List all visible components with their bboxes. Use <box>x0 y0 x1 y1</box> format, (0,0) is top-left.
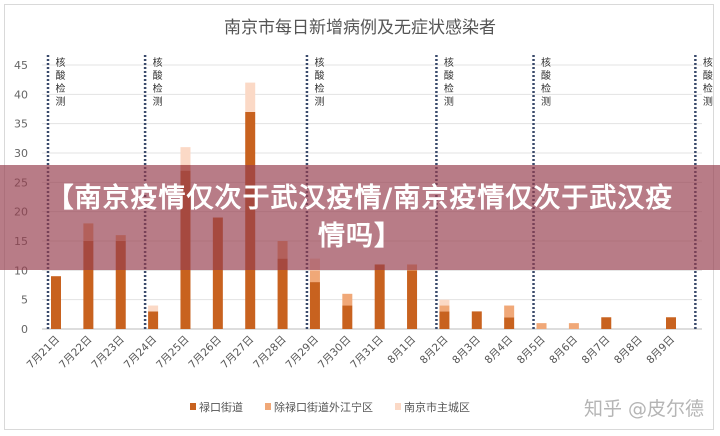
x-tick-label: 7月27日 <box>219 334 257 372</box>
bar-禄口街道 <box>212 217 223 329</box>
y-tick-label: 0 <box>21 323 28 336</box>
x-tick-label: 8月5日 <box>515 334 548 367</box>
x-tick-label: 8月9日 <box>644 334 677 367</box>
x-tick-label: 7月25日 <box>154 334 192 372</box>
bar-除禄口街道外江宁区 <box>309 270 320 283</box>
legend-swatch <box>265 403 271 410</box>
bar-禄口街道 <box>601 317 612 329</box>
watermark: 知乎 @皮尔德 <box>583 398 704 420</box>
x-tick-label: 8月6日 <box>547 334 580 367</box>
headline-text: 【南京疫情仅次于武汉疫情/南京疫情仅次于武汉疫情吗】 <box>46 182 674 252</box>
bar-除禄口街道外江宁区 <box>342 293 353 306</box>
bar-禄口街道 <box>83 241 94 329</box>
y-tick-label: 40 <box>14 88 28 101</box>
bar-禄口街道 <box>471 311 482 329</box>
bar-除禄口街道外江宁区 <box>504 305 515 318</box>
legend-label: 除禄口街道外江宁区 <box>274 400 373 414</box>
headline-banner: 【南京疫情仅次于武汉疫情/南京疫情仅次于武汉疫情吗】 <box>0 165 720 270</box>
x-tick-label: 7月31日 <box>348 334 386 372</box>
bar-南京市主城区 <box>180 147 191 165</box>
x-tick-label: 8月7日 <box>580 334 613 367</box>
bar-南京市主城区 <box>148 305 159 312</box>
x-tick-label: 7月28日 <box>251 334 289 372</box>
bar-禄口街道 <box>439 311 450 329</box>
bar-除禄口街道外江宁区 <box>568 323 579 329</box>
legend-swatch <box>395 403 401 410</box>
bar-除禄口街道外江宁区 <box>536 323 547 329</box>
x-tick-label: 8月4日 <box>482 334 515 367</box>
x-tick-label: 8月8日 <box>612 334 645 367</box>
x-tick-label: 7月21日 <box>25 334 63 372</box>
x-tick-label: 7月24日 <box>122 334 160 372</box>
bar-禄口街道 <box>51 276 61 329</box>
x-tick-label: 8月1日 <box>385 334 418 367</box>
legend-label: 禄口街道 <box>199 400 243 414</box>
bar-禄口街道 <box>666 317 676 329</box>
bar-禄口街道 <box>504 317 515 329</box>
x-tick-label: 7月29日 <box>284 334 322 372</box>
bar-禄口街道 <box>374 264 385 329</box>
y-tick-label: 45 <box>14 59 28 72</box>
x-tick-label: 8月2日 <box>418 334 451 367</box>
x-tick-label: 7月22日 <box>57 334 95 372</box>
x-tick-label: 8月3日 <box>450 334 483 367</box>
y-tick-label: 35 <box>14 118 28 131</box>
bar-禄口街道 <box>407 270 418 329</box>
x-tick-label: 7月30日 <box>316 334 354 372</box>
bar-禄口街道 <box>342 305 353 329</box>
chart-title: 南京市每日新增病例及无症状感染者 <box>224 18 496 38</box>
bar-除禄口街道外江宁区 <box>439 305 450 312</box>
bar-禄口街道 <box>148 311 159 329</box>
y-tick-label: 30 <box>14 147 28 160</box>
bar-禄口街道 <box>115 241 126 329</box>
bar-南京市主城区 <box>245 82 256 112</box>
legend-label: 南京市主城区 <box>404 400 470 414</box>
bar-南京市主城区 <box>439 299 450 306</box>
bar-禄口街道 <box>277 258 288 329</box>
bar-禄口街道 <box>309 282 320 329</box>
y-tick-label: 5 <box>21 294 28 307</box>
x-tick-label: 7月23日 <box>89 334 127 372</box>
legend-swatch <box>190 403 196 410</box>
x-tick-label: 7月26日 <box>186 334 224 372</box>
